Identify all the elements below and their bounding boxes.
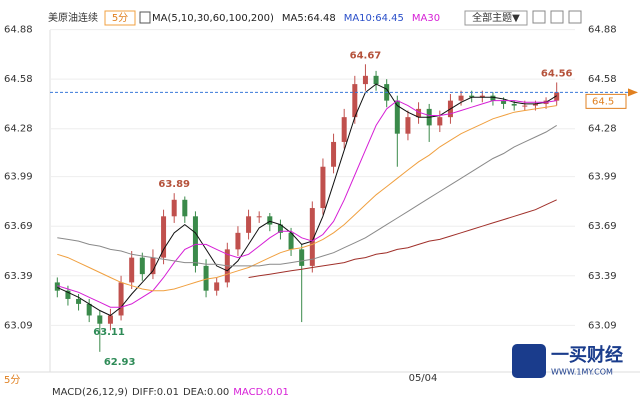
- tool-icon[interactable]: [550, 10, 564, 24]
- candle-body: [86, 303, 92, 316]
- candle-body: [139, 257, 145, 275]
- candle-body: [469, 95, 475, 98]
- candle-body: [129, 257, 135, 283]
- y-tick-label-right: 64.88: [588, 25, 617, 36]
- y-tick-label: 64.28: [4, 124, 33, 135]
- candle-body: [267, 216, 273, 225]
- candle-body: [65, 290, 71, 299]
- theme-button[interactable]: 全部主题▼: [472, 11, 520, 24]
- candle-body: [246, 216, 252, 233]
- ma-icon[interactable]: [139, 11, 151, 24]
- y-tick-label-right: 64.58: [588, 74, 617, 85]
- current-price-arrow: [628, 88, 638, 97]
- candle-body: [97, 315, 103, 324]
- watermark-logo: [512, 344, 546, 378]
- ma-line: [57, 105, 557, 292]
- low-label: 62.93: [104, 357, 136, 368]
- period-box[interactable]: [104, 10, 136, 26]
- y-tick-label: 63.69: [4, 221, 33, 232]
- candle-body: [299, 249, 305, 266]
- ma-line: [57, 100, 557, 308]
- current-price-box: [585, 93, 627, 109]
- ma-line: [57, 83, 557, 317]
- legend-entry: MA10:64.45: [344, 13, 404, 24]
- y-tick-label-right: 63.69: [588, 221, 617, 232]
- legend-entry: MA30: [412, 13, 440, 24]
- candle-body: [490, 95, 496, 101]
- candle-body: [118, 282, 124, 316]
- candle-body: [532, 103, 538, 106]
- y-tick-label-right: 63.09: [588, 320, 617, 331]
- high-label: 64.67: [350, 50, 382, 61]
- candle-body: [341, 117, 347, 142]
- candle-body: [479, 95, 485, 98]
- candle-body: [76, 298, 82, 304]
- current-price-label: 64.5: [592, 96, 614, 107]
- low-label: 63.11: [93, 327, 125, 338]
- candle-body: [214, 282, 220, 291]
- y-tick-label: 63.39: [4, 271, 33, 282]
- candle-body: [394, 100, 400, 134]
- y-tick-label-right: 63.39: [588, 271, 617, 282]
- legend-entry: MA(5,10,30,60,100,200): [152, 13, 274, 24]
- period[interactable]: 5分: [112, 12, 128, 24]
- y-tick-label: 64.58: [4, 74, 33, 85]
- chart-title: 美原油连续: [48, 11, 98, 24]
- watermark-url: WWW.1MY.COM: [551, 368, 613, 377]
- candle-body: [256, 216, 262, 218]
- candle-body: [511, 103, 517, 106]
- candle-body: [352, 84, 358, 118]
- candle-body: [320, 166, 326, 209]
- macd-entry: DIFF:0.01: [132, 387, 179, 398]
- macd-entry: MACD(26,12,9): [52, 387, 128, 398]
- candle-body: [235, 232, 241, 250]
- bottom-period[interactable]: 5分: [4, 374, 20, 386]
- candle-body: [554, 92, 560, 101]
- tool-icon[interactable]: [568, 10, 582, 24]
- macd-legend: MACD(26,12,9) DIFF:0.01 DEA:0.00 MACD:0.01: [52, 387, 289, 398]
- y-tick-label: 63.09: [4, 320, 33, 331]
- candle-body: [522, 105, 528, 107]
- candle-body: [107, 315, 113, 324]
- ma-line: [248, 199, 557, 278]
- ma-line: [57, 124, 557, 267]
- macd-entry: DEA:0.00: [183, 387, 229, 398]
- candle-body: [309, 208, 315, 266]
- watermark-name: 一买财经: [551, 344, 623, 366]
- candle-body: [458, 95, 464, 101]
- candle-body: [182, 199, 188, 217]
- candle-body: [277, 224, 283, 233]
- candle-body: [362, 75, 368, 85]
- candle-body: [416, 108, 422, 118]
- candle-body: [437, 117, 443, 126]
- y-tick-label: 64.88: [4, 25, 33, 36]
- y-tick-label-right: 63.99: [588, 172, 617, 183]
- candle-body: [501, 100, 507, 104]
- candle-body: [171, 199, 177, 217]
- candle-body: [331, 141, 337, 167]
- x-tick-label: 05/04: [409, 373, 438, 384]
- candle-body: [150, 257, 156, 275]
- high-label: 64.56: [541, 68, 573, 79]
- watermark: 一买财经 WWW.1MY.COM: [512, 344, 623, 378]
- candle-body: [54, 282, 60, 291]
- macd-entry: MACD:0.01: [233, 387, 289, 398]
- y-tick-label: 63.99: [4, 172, 33, 183]
- high-label: 63.89: [158, 179, 190, 190]
- tool-icon[interactable]: [532, 10, 546, 24]
- candle-body: [161, 216, 167, 258]
- legend-entry: MA5:64.48: [282, 13, 336, 24]
- candle-body: [288, 232, 294, 250]
- legend: MA(5,10,30,60,100,200) MA5:64.48 MA10:64.4…: [152, 13, 440, 24]
- candle-body: [405, 117, 411, 134]
- theme-button-box[interactable]: [464, 10, 528, 26]
- y-tick-label-right: 64.28: [588, 124, 617, 135]
- candle-body: [373, 75, 379, 85]
- candle-body: [192, 216, 198, 266]
- candle-body: [203, 265, 209, 291]
